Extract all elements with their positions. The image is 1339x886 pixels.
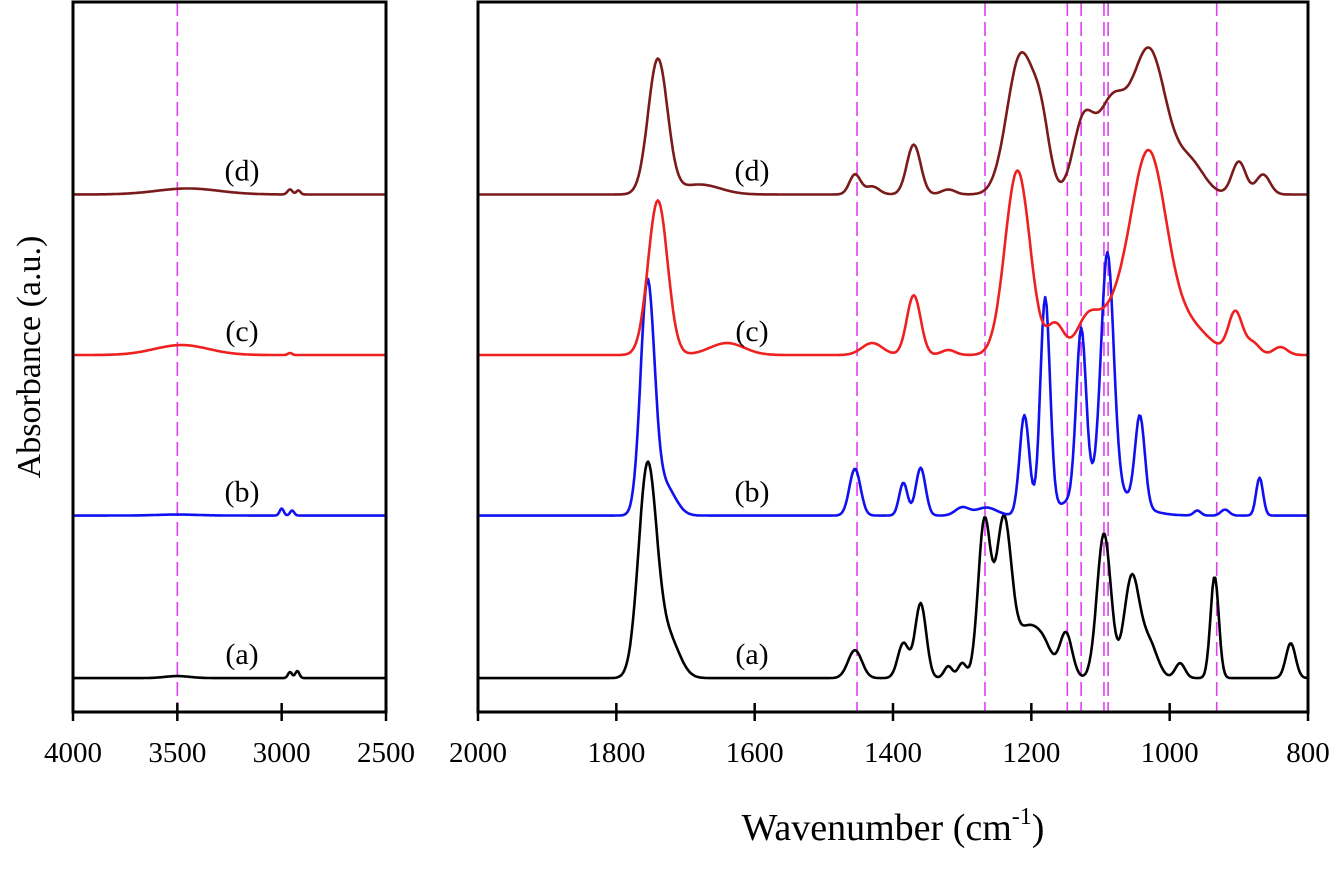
x-axis-title-text: Wavenumber (cm <box>742 807 1012 849</box>
x-axis-title: Wavenumber (cm-1) <box>742 804 1045 849</box>
series-label-b-left: (b) <box>225 476 260 509</box>
x-tick-label-right-1000: 1000 <box>1141 737 1199 769</box>
series-label-c-left: (c) <box>225 315 258 348</box>
x-tick-label-left-3500: 3500 <box>148 737 206 769</box>
spectrum-c-right <box>478 148 1308 357</box>
series-label-a-left: (a) <box>225 638 258 671</box>
x-tick-label-right-1400: 1400 <box>864 737 922 769</box>
x-tick-label-right-2000: 2000 <box>449 737 507 769</box>
spectrum-c-left <box>72 343 387 357</box>
x-axis-title-close: ) <box>1032 807 1045 849</box>
x-tick-label-right-1600: 1600 <box>726 737 784 769</box>
series-labels: (a) (b) (c) (d) (a) (b) (c) (d) <box>225 154 770 671</box>
series-label-d-left: (d) <box>225 154 260 187</box>
spectra <box>72 46 1309 680</box>
spectrum-b-right <box>478 250 1308 517</box>
spectrum-d-right <box>478 46 1308 196</box>
spectrum-a-right <box>478 460 1309 680</box>
series-label-a-right: (a) <box>735 638 768 671</box>
panel-frame-left <box>71 0 388 714</box>
panel-frame-right <box>476 0 1310 714</box>
x-tick-label-right-1200: 1200 <box>1002 737 1060 769</box>
x-tick-label-left-3000: 3000 <box>253 737 311 769</box>
x-tick-label-right-1800: 1800 <box>587 737 645 769</box>
x-axis-title-superscript: -1 <box>1012 804 1032 830</box>
x-tick-label-left-4000: 4000 <box>44 737 102 769</box>
x-tick-label-left-2500: 2500 <box>357 737 415 769</box>
x-ticks: 4000 3500 3000 2500 2000 1800 1600 1400 1200 1000… <box>44 703 1330 769</box>
series-label-b-right: (b) <box>735 476 770 509</box>
panel-frames <box>71 0 1310 714</box>
spectrum-a-left <box>72 669 387 680</box>
spectrum-d-left <box>72 187 387 196</box>
spectrum-b-left <box>72 507 387 517</box>
reference-lines <box>176 2 1218 712</box>
x-tick-label-right-800: 800 <box>1286 737 1330 769</box>
series-label-c-right: (c) <box>735 315 768 348</box>
y-axis-title: Absorbance (a.u.) <box>11 236 48 479</box>
series-label-d-right: (d) <box>735 154 770 187</box>
